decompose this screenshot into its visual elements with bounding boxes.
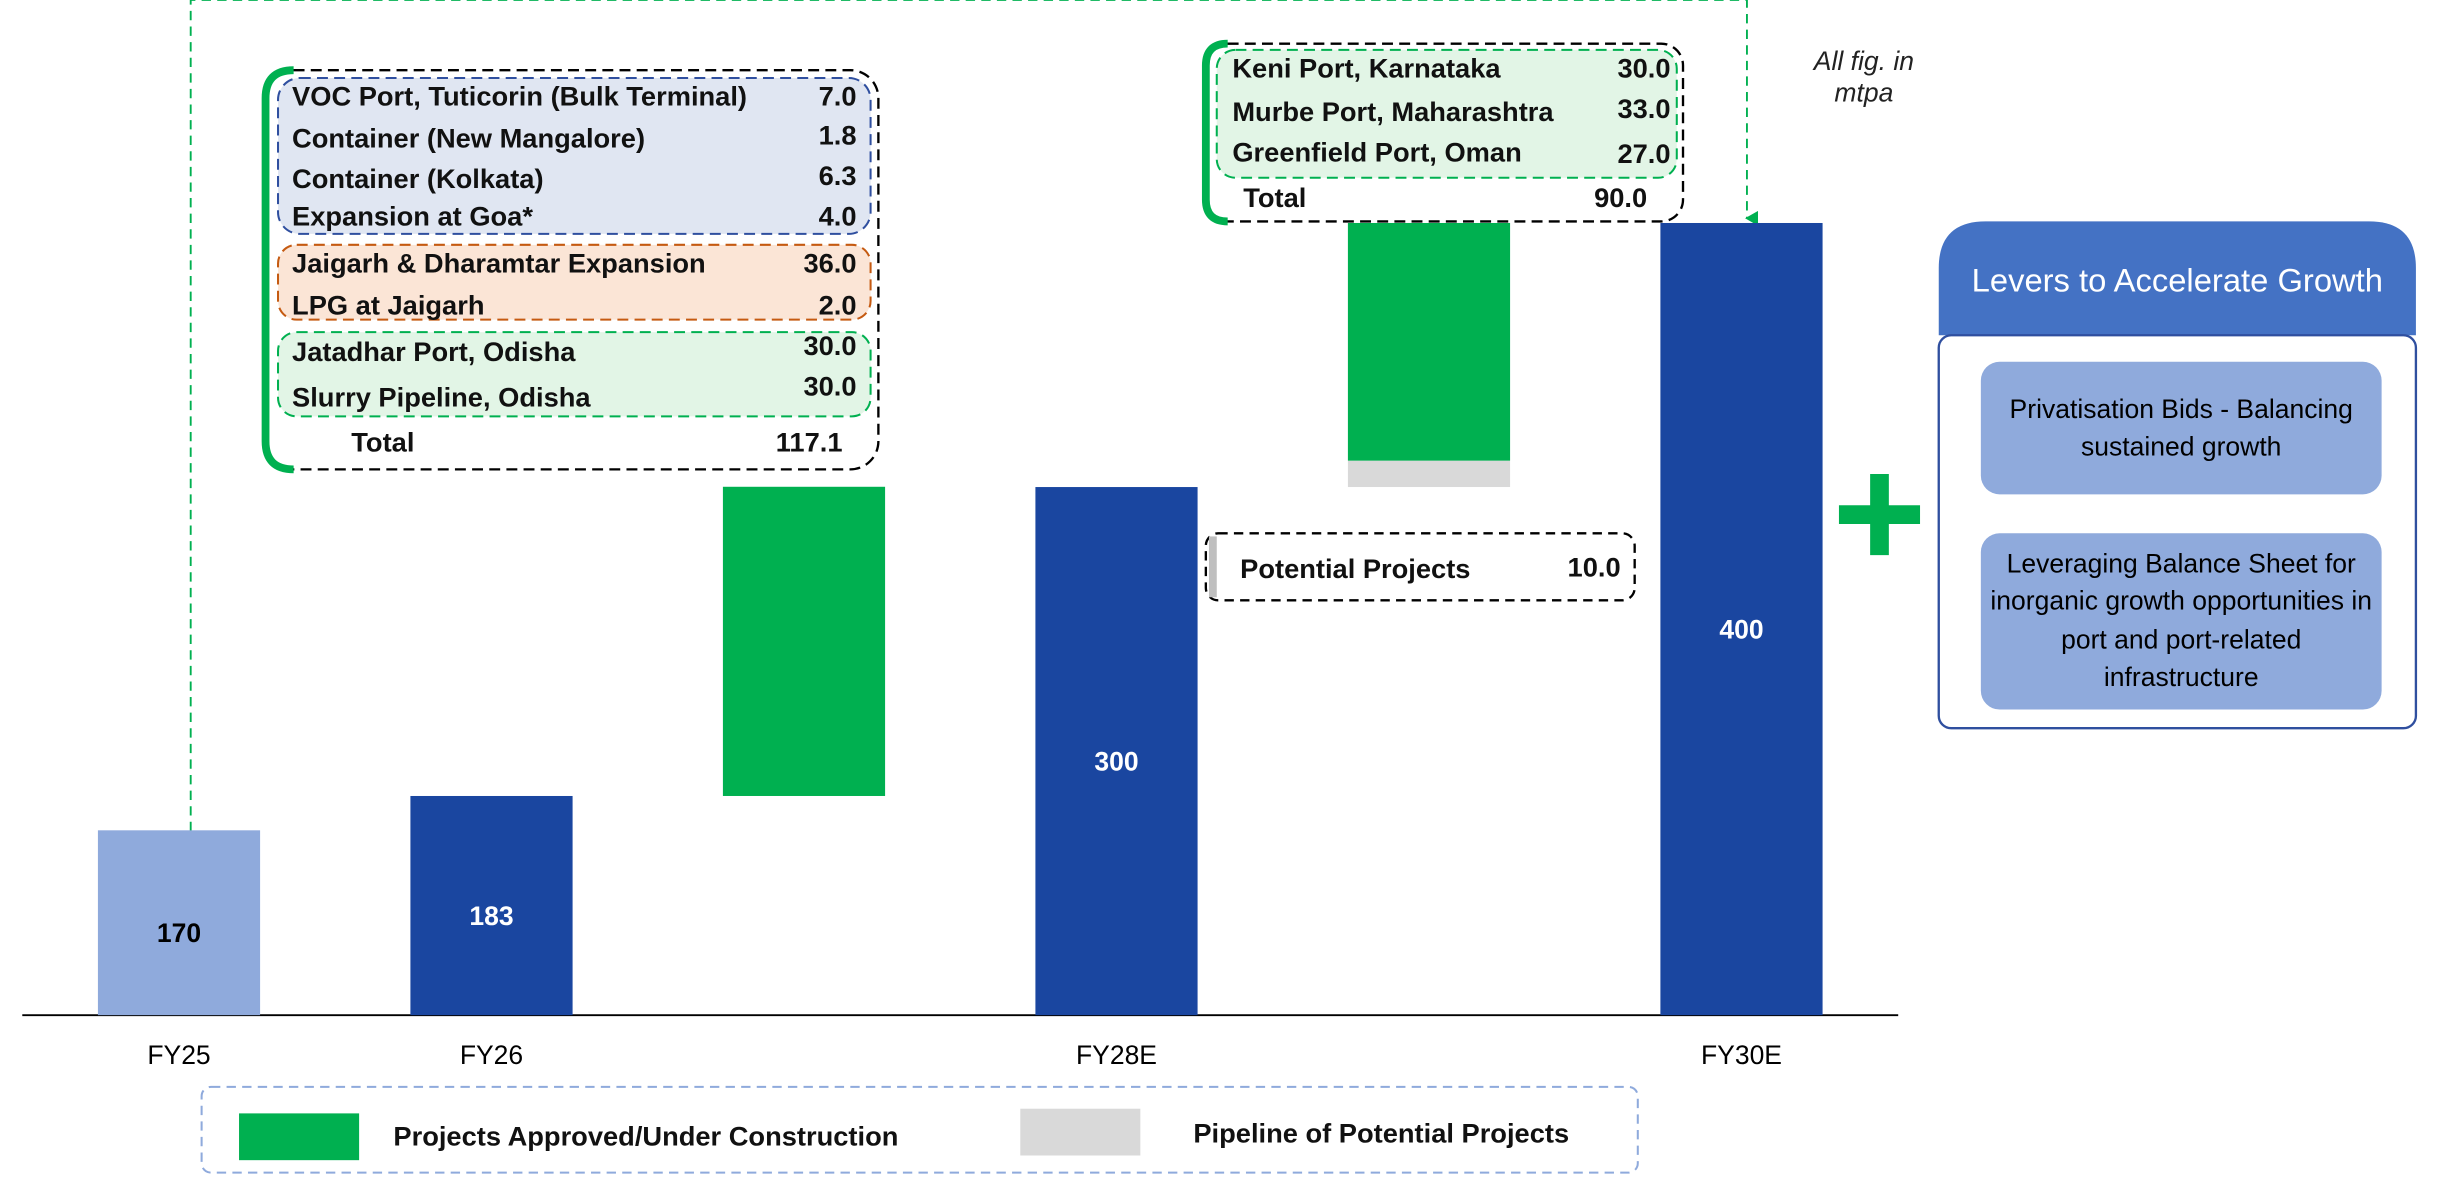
potential-box bbox=[1204, 532, 1636, 602]
item-label: Greenfield Port, Oman bbox=[1232, 137, 1521, 168]
lever-box bbox=[1980, 361, 2382, 495]
item-label: Murbe Port, Maharashtra bbox=[1232, 96, 1554, 127]
item-value: 33.0 bbox=[1617, 93, 1670, 124]
item-label: VOC Port, Tuticorin (Bulk Terminal) bbox=[292, 80, 747, 111]
item-label: Jaigarh & Dharamtar Expansion bbox=[292, 247, 706, 278]
legend-swatch bbox=[1020, 1108, 1141, 1156]
legend-swatch bbox=[239, 1113, 360, 1161]
box-accent bbox=[1208, 536, 1217, 598]
box-accent bbox=[261, 66, 294, 474]
increment-bar bbox=[1347, 460, 1511, 488]
increment-bar bbox=[1347, 222, 1511, 461]
item-value: 30.0 bbox=[803, 370, 856, 401]
box-accent bbox=[1201, 39, 1228, 226]
lever: Privatisation Bids - Balancing sustained… bbox=[2009, 393, 2353, 461]
item-label: Jatadhar Port, Odisha bbox=[292, 336, 576, 367]
total-bar bbox=[1035, 487, 1198, 1016]
total-bar bbox=[1660, 222, 1823, 1016]
bar-label: 300 bbox=[1094, 747, 1138, 777]
total-value: 90.0 bbox=[1594, 182, 1647, 213]
plus-sign bbox=[1838, 474, 1921, 556]
item-value: 27.0 bbox=[1617, 138, 1670, 169]
legend-label: Pipeline of Potential Projects bbox=[1193, 1117, 1569, 1148]
bar-label: 183 bbox=[469, 901, 513, 931]
growth-arrow bbox=[189, 0, 1759, 832]
lever: Leveraging Balance Sheet for inorganic g… bbox=[1990, 548, 2373, 693]
potential-label: Potential Projects bbox=[1240, 553, 1470, 584]
levers-header bbox=[1938, 221, 2416, 336]
levers-title: Levers to Accelerate Growth bbox=[1971, 263, 2383, 300]
item-label: Keni Port, Karnataka bbox=[1232, 52, 1501, 83]
group-box bbox=[277, 331, 872, 418]
total-bar bbox=[97, 830, 261, 1016]
x-tick-label: FY30E bbox=[1701, 1040, 1782, 1070]
total-bar bbox=[410, 795, 573, 1016]
lever-text: Leveraging Balance Sheet for inorganic g… bbox=[1990, 548, 2373, 693]
item-value: 7.0 bbox=[819, 80, 857, 111]
item-value: 2.0 bbox=[819, 289, 857, 320]
group-box bbox=[277, 76, 872, 235]
lever-box bbox=[1980, 533, 2382, 710]
potential-value: 10.0 bbox=[1568, 551, 1621, 582]
item-label: LPG at Jaigarh bbox=[292, 289, 484, 320]
group-box bbox=[277, 243, 872, 321]
total-label: Total bbox=[351, 427, 414, 458]
item-label: Expansion at Goa* bbox=[292, 201, 533, 232]
x-tick-label: FY28E bbox=[1076, 1040, 1157, 1070]
item-value: 36.0 bbox=[803, 247, 856, 278]
bar-label: 170 bbox=[157, 918, 201, 948]
item-label: Container (Kolkata) bbox=[292, 163, 543, 194]
item-value: 1.8 bbox=[819, 119, 857, 150]
increment-bar bbox=[722, 486, 886, 796]
item-value: 30.0 bbox=[803, 330, 856, 361]
total-value: 117.1 bbox=[776, 427, 843, 458]
lever-text: Privatisation Bids - Balancing sustained… bbox=[2009, 393, 2353, 461]
total-label: Total bbox=[1243, 182, 1306, 213]
note-text: All fig. in mtpa bbox=[1813, 46, 1914, 107]
levers-title-text: Levers to Accelerate Growth bbox=[1971, 263, 2383, 300]
x-tick-label: FY25 bbox=[147, 1040, 210, 1070]
item-label: Slurry Pipeline, Odisha bbox=[292, 381, 591, 412]
legend-box bbox=[200, 1085, 1639, 1174]
item-value: 30.0 bbox=[1617, 52, 1670, 83]
x-tick-label: FY26 bbox=[460, 1040, 523, 1070]
legend-label: Projects Approved/Under Construction bbox=[393, 1121, 898, 1152]
note: All fig. in mtpa bbox=[1813, 46, 1914, 107]
item-value: 6.3 bbox=[819, 160, 857, 191]
item-label: Container (New Mangalore) bbox=[292, 123, 645, 154]
bar-label: 400 bbox=[1719, 615, 1763, 645]
group-box bbox=[1215, 48, 1678, 179]
item-value: 4.0 bbox=[819, 201, 857, 232]
